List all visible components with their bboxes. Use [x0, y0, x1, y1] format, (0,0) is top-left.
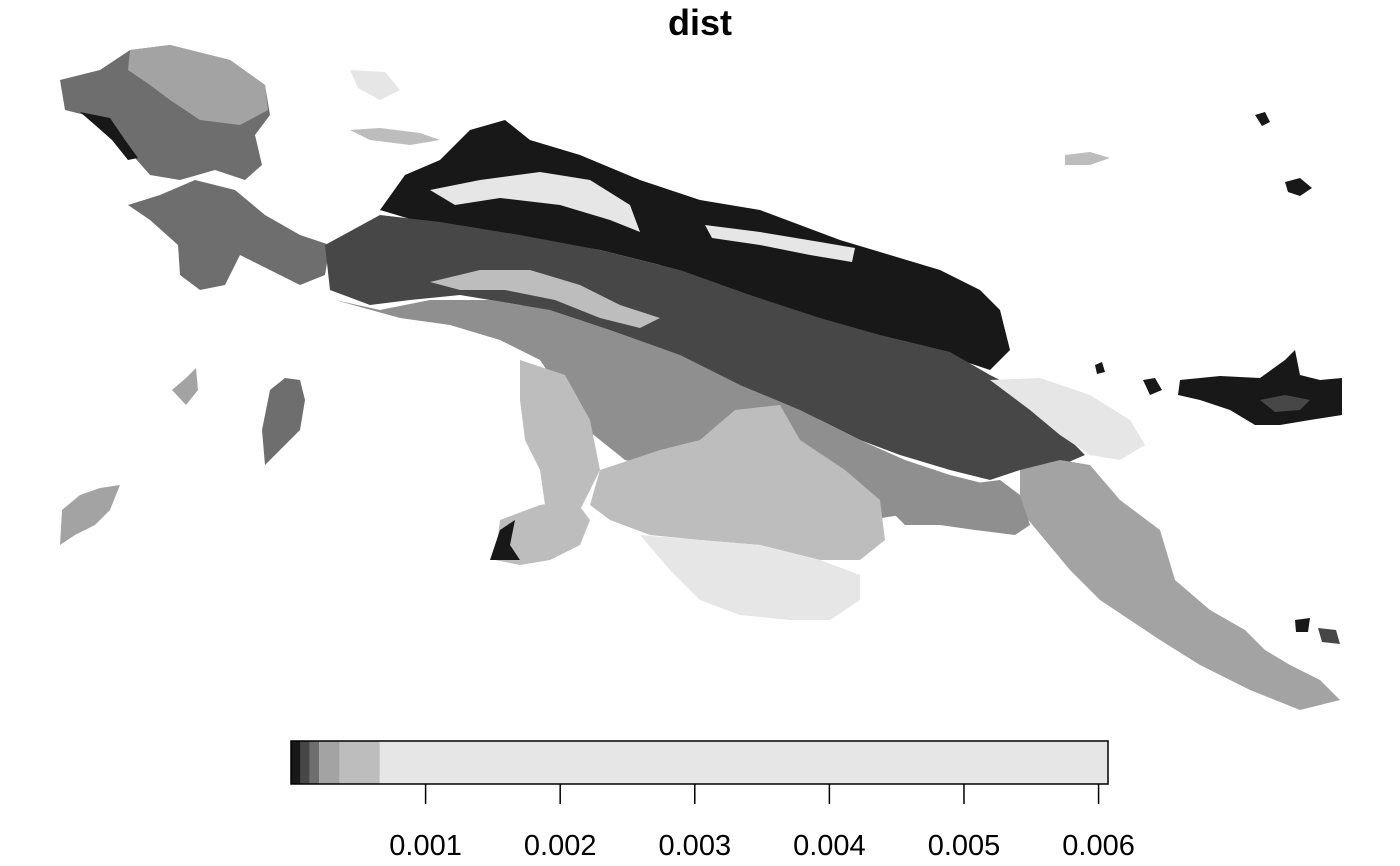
legend-tick-label-1: 0.002	[524, 830, 597, 862]
map-region-south-island	[495, 500, 590, 565]
map-region-south-mid	[335, 300, 1020, 520]
legend-band-4	[339, 741, 380, 784]
map-island-east-small-1	[1143, 378, 1162, 395]
map-island-buru	[60, 485, 120, 545]
legend-band-1	[300, 741, 310, 784]
legend-tick-label-4: 0.005	[928, 830, 1001, 862]
map-region-east-lowland	[880, 480, 1030, 535]
map-region-south-lowland	[520, 360, 600, 510]
color-legend: 0.001 0.002 0.003 0.004 0.005 0.006	[290, 740, 1135, 862]
map-island-east-small-2	[1095, 362, 1105, 374]
map-region-fly-basin	[590, 405, 885, 560]
legend-tick-label-5: 0.006	[1062, 830, 1135, 862]
map-island-west-1	[172, 368, 198, 405]
map-region-central-streak	[430, 270, 660, 328]
map-region-north-highland-1	[430, 172, 640, 232]
map-region-southeast-arm	[1020, 460, 1340, 710]
map-region-new-britain-inner	[1260, 395, 1310, 412]
map-region-south-coast	[640, 535, 860, 620]
legend-band-3	[319, 741, 340, 784]
map-island-east-small-4	[1318, 628, 1340, 644]
map-region-northeast-coast	[990, 378, 1145, 460]
map-region-south-island-edge	[490, 520, 520, 560]
map-island-ceram	[262, 378, 305, 465]
legend-band-0	[291, 741, 301, 784]
map-island-north-1	[350, 128, 440, 145]
map-region-north-highland-2	[705, 225, 855, 262]
map-region-birds-head-north	[128, 45, 268, 125]
map-region-neck	[128, 180, 330, 290]
legend-tick-label-2: 0.003	[659, 830, 732, 862]
map-region-new-britain	[1178, 350, 1342, 425]
map-island-manus-2	[1285, 178, 1312, 196]
map-region-birds-head-coast	[80, 112, 138, 160]
legend-band-2	[309, 741, 320, 784]
map-island-north-2	[350, 70, 400, 100]
legend-tick-label-0: 0.001	[389, 830, 462, 862]
map-title: dist	[667, 2, 732, 43]
legend-band-5	[379, 741, 1108, 784]
legend-bands	[291, 741, 1108, 784]
map-island-manus-1	[1255, 112, 1270, 126]
map-island-north-east	[1065, 152, 1110, 165]
legend-border	[290, 740, 1109, 785]
map-regions	[60, 45, 1342, 710]
legend-ticks	[424, 784, 1100, 804]
legend-tick-label-3: 0.004	[793, 830, 866, 862]
legend-labels: 0.001 0.002 0.003 0.004 0.005 0.006	[389, 830, 1135, 862]
map-island-east-small-3	[1295, 618, 1310, 632]
